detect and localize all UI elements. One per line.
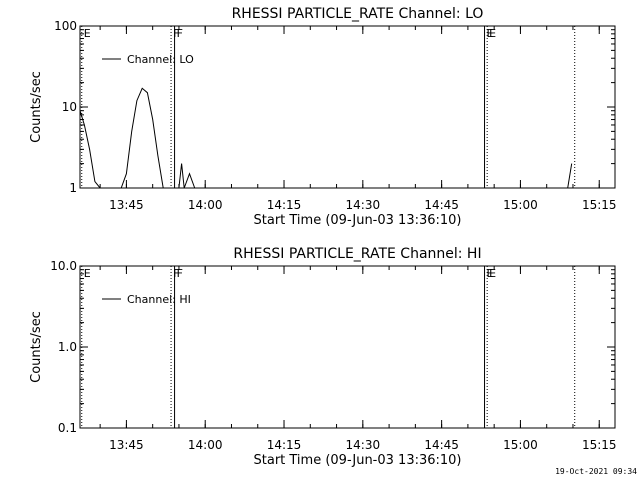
p0-x-tick-label: 13:45 [109,198,144,212]
p1-x-tick-label: 15:15 [582,438,617,452]
p1-annotation-label: E [84,267,91,280]
p1-x-tick-label: 15:00 [503,438,538,452]
p1-y-axis-label: Counts/sec [29,311,44,383]
p0-annotation-label: F [177,27,183,40]
p1-annotation-label: E [487,267,494,280]
p0-x-tick-label: 14:30 [346,198,381,212]
p1-plot-frame [79,265,616,429]
p0-x-tick-label: 15:00 [503,198,538,212]
p0-y-tick-label: 1 [69,181,77,195]
p1-chart-title: RHESSI PARTICLE_RATE Channel: HI [233,246,481,262]
p1-x-tick-label: 14:30 [346,438,381,452]
p0-y-tick-label: 100 [54,19,77,33]
p0-chart-title: RHESSI PARTICLE_RATE Channel: LO [232,6,484,22]
p1-x-tick-label: 14:15 [267,438,302,452]
p0-series-line [79,87,573,189]
p1-annotation-label: F [177,267,183,280]
p0-legend-label: Channel: LO [127,53,194,66]
p1-annotation-label: F [173,267,179,280]
p1-x-tick-label: 13:45 [109,438,144,452]
p0-x-tick-label: 14:45 [424,198,459,212]
p1-annotation-label: E [489,267,496,280]
p1-x-axis-label: Start Time (09-Jun-03 13:36:10) [254,453,462,468]
p1-y-tick-label: 10.0 [50,259,77,273]
p0-x-axis-label: Start Time (09-Jun-03 13:36:10) [254,213,462,228]
p1-x-tick-label: 14:45 [424,438,459,452]
panel-hi: RHESSI PARTICLE_RATE Channel: HI 0.1 1.0 10… [29,246,617,468]
p0-annotation-label: F [173,27,179,40]
p1-y-tick-label: 1.0 [58,340,77,354]
p0-x-tick-label: 15:15 [582,198,617,212]
p1-x-tick-label: 14:00 [188,438,223,452]
p1-legend-label: Channel: HI [127,293,191,306]
p0-annotation-label: E [84,27,91,40]
p1-y-tick-label: 0.1 [58,421,77,435]
p0-y-axis-label: Counts/sec [29,71,44,143]
p0-x-tick-label: 14:15 [267,198,302,212]
panel-lo: RHESSI PARTICLE_RATE Channel: LO 1 10 100 13… [29,6,617,228]
p0-x-tick-label: 14:00 [188,198,223,212]
p0-y-tick-label: 10 [62,100,77,114]
p0-plot-frame [79,25,616,189]
timestamp-label: 19-Oct-2021 09:34 [555,467,637,476]
p0-annotation-label: E [487,27,494,40]
p0-annotation-label: E [489,27,496,40]
